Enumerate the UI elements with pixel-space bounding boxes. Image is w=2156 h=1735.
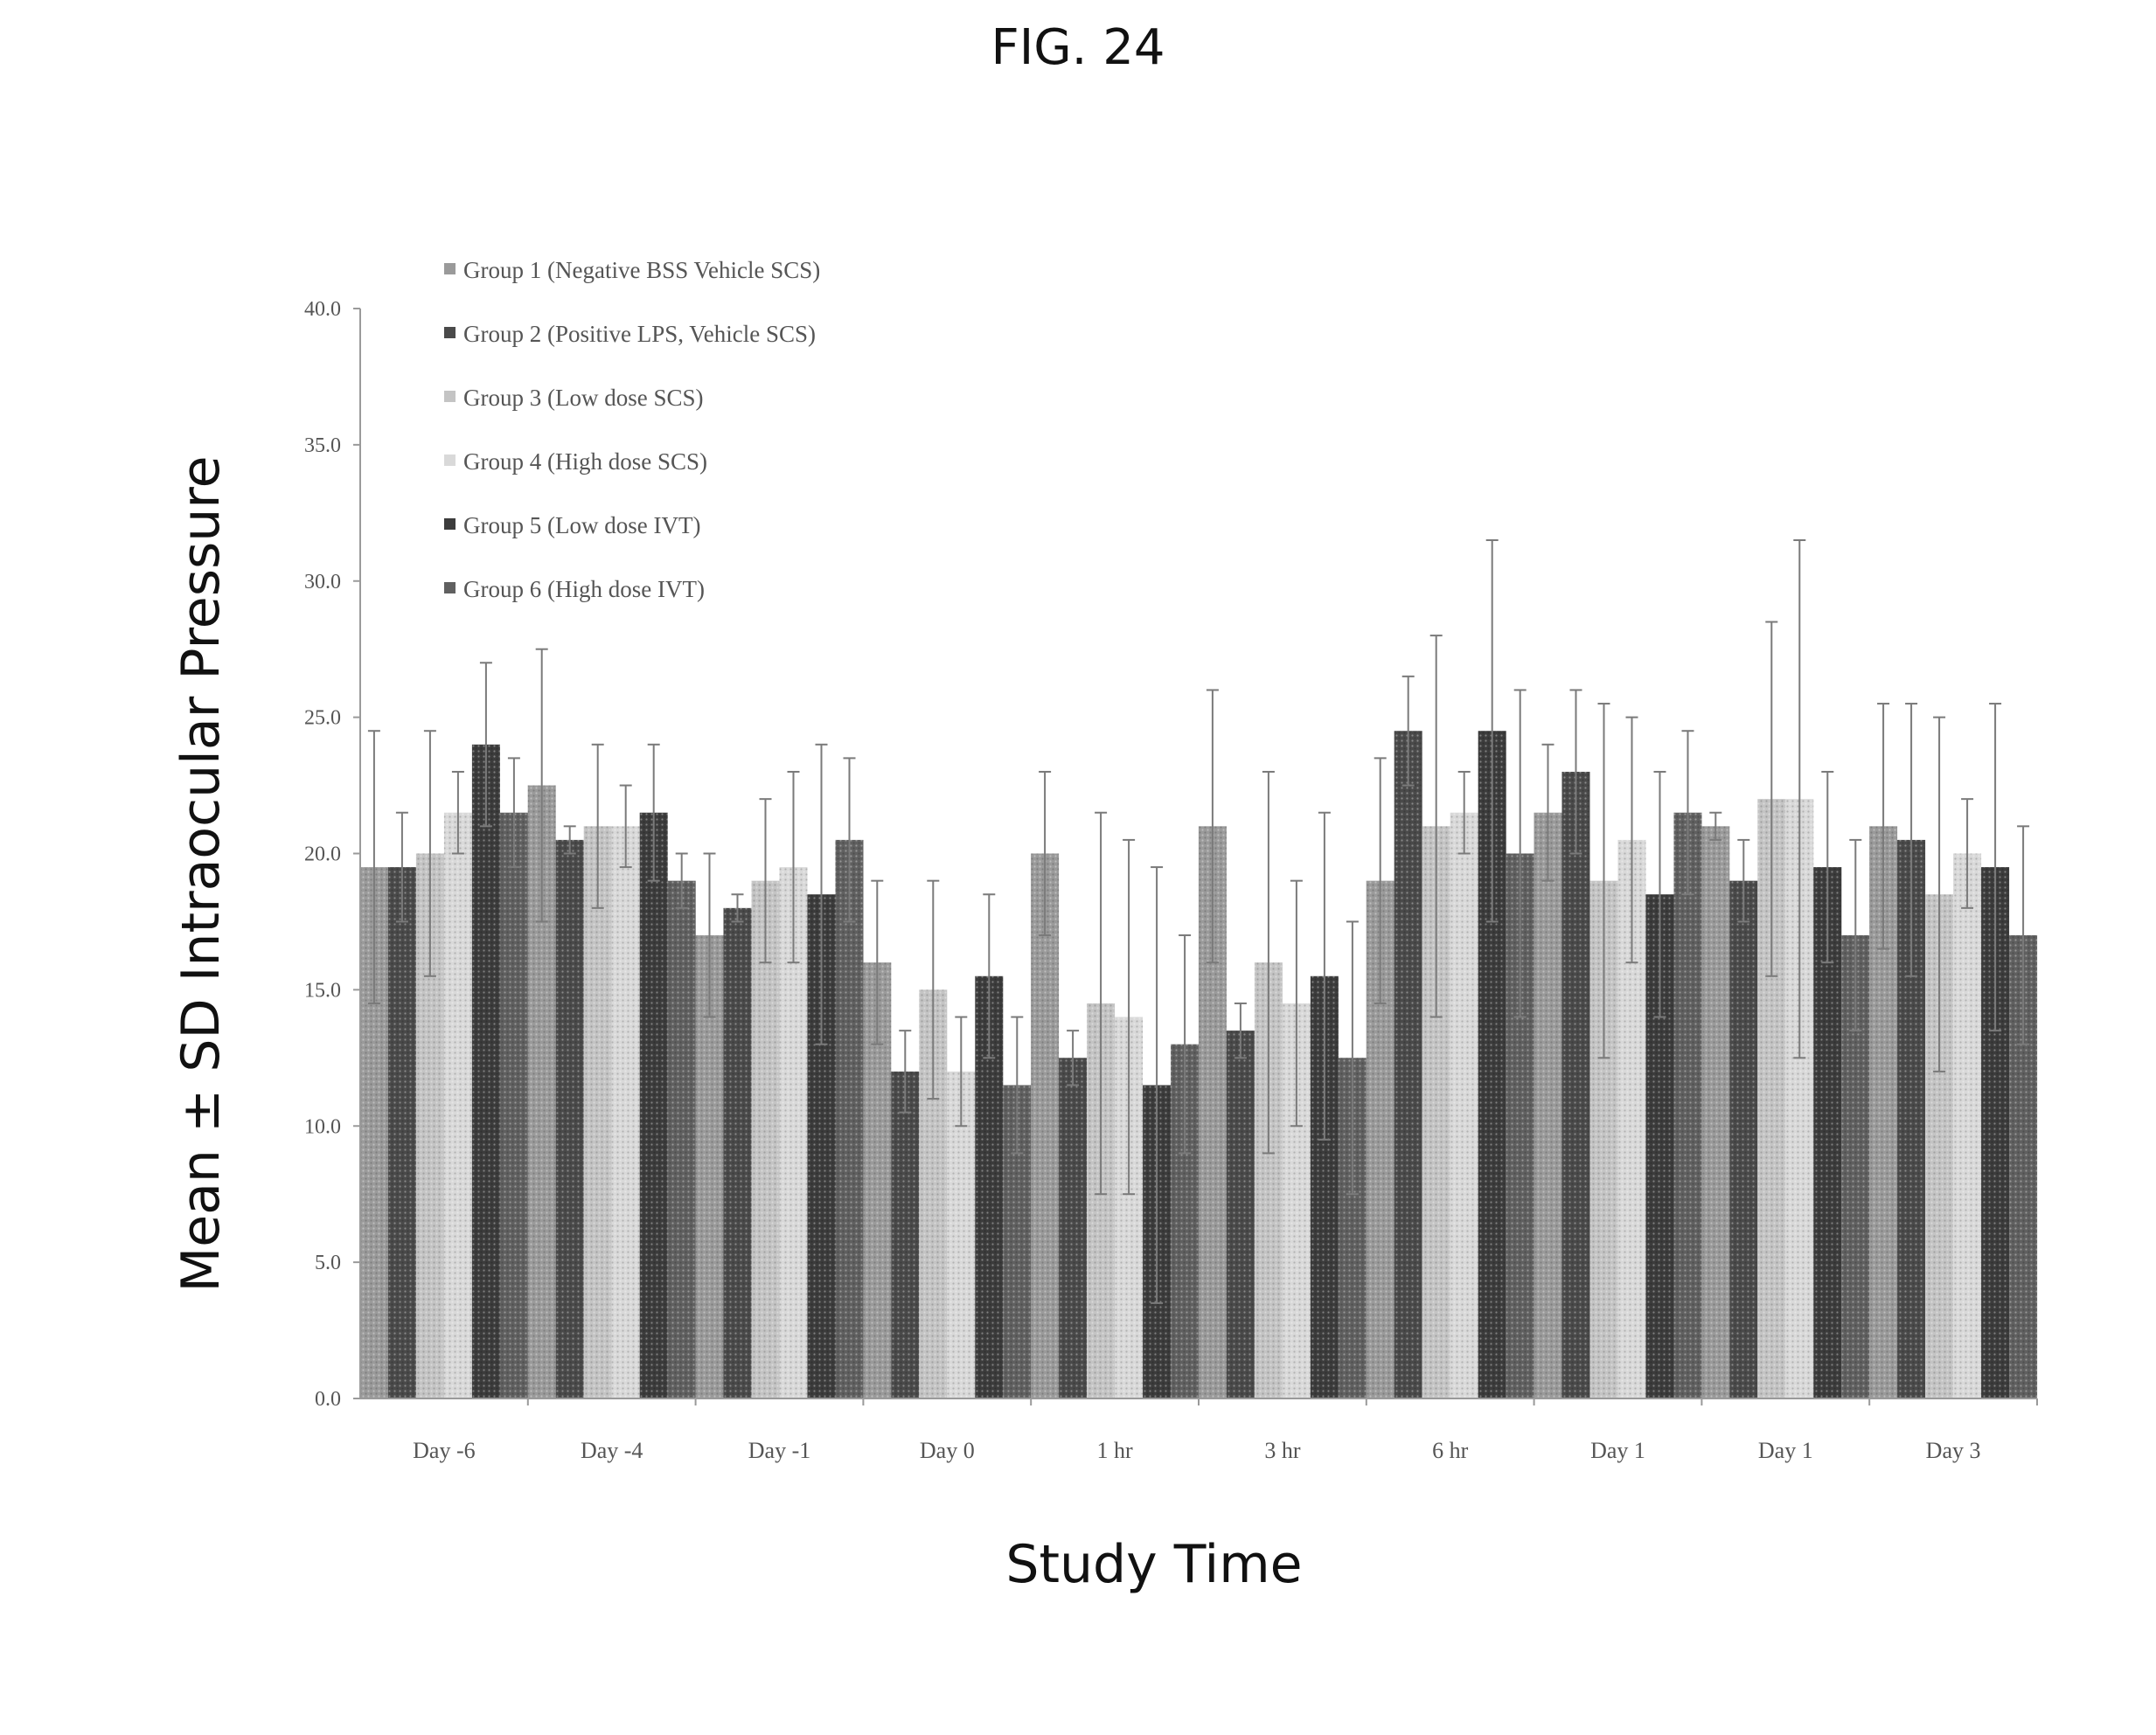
legend-swatch xyxy=(444,391,456,402)
legend-label: Group 4 (High dose SCS) xyxy=(463,448,707,475)
bar-texture xyxy=(583,826,612,1398)
x-tick-label: 3 hr xyxy=(1264,1438,1301,1463)
x-tick-label: Day 3 xyxy=(1926,1438,1981,1463)
legend-label: Group 3 (Low dose SCS) xyxy=(463,385,704,411)
bar-texture xyxy=(1729,880,1758,1398)
bar-texture xyxy=(1394,731,1422,1398)
bar-texture xyxy=(1031,853,1060,1398)
error-bars-layer xyxy=(367,538,2030,1304)
y-axis-title: Mean ± SD Intraocular Pressure xyxy=(170,455,232,1292)
x-ticks: Day -6 Day -4 Day -1 Day 0 1 hr 3 hr 6 hr Day 1… xyxy=(413,1398,2038,1463)
legend-swatch xyxy=(444,518,456,530)
y-tick-label: 35.0 xyxy=(304,434,341,457)
bar-texture xyxy=(891,1071,920,1398)
figure-label: FIG. 24 xyxy=(991,19,1165,76)
x-axis-title: Study Time xyxy=(1005,1534,1302,1595)
y-tick-label: 15.0 xyxy=(304,979,341,1002)
bar-texture xyxy=(1953,853,1982,1398)
bar-texture xyxy=(1561,771,1590,1398)
bar-texture xyxy=(499,812,528,1398)
bar-texture xyxy=(639,812,668,1398)
legend-swatch xyxy=(444,582,456,593)
bar-texture xyxy=(443,812,472,1398)
bar-texture xyxy=(1673,812,1702,1398)
x-tick-label: 6 hr xyxy=(1432,1438,1469,1463)
legend: Group 1 (Negative BSS Vehicle SCS) Group … xyxy=(444,257,820,602)
x-tick-label: Day 1 xyxy=(1758,1438,1813,1463)
bar-texture xyxy=(611,826,640,1398)
x-tick-label: Day 0 xyxy=(920,1438,975,1463)
bar-texture xyxy=(1226,1031,1255,1398)
legend-swatch xyxy=(444,327,456,338)
bar-texture xyxy=(1059,1058,1088,1398)
bar-texture xyxy=(835,839,864,1398)
bar-texture xyxy=(1701,826,1730,1398)
legend-label: Group 2 (Positive LPS, Vehicle SCS) xyxy=(463,321,816,347)
bar-texture xyxy=(387,867,416,1398)
bar-texture xyxy=(667,880,696,1398)
y-tick-label: 20.0 xyxy=(304,843,341,866)
bars-layer xyxy=(359,731,2038,1398)
y-ticks: 0.0 5.0 10.0 15.0 20.0 25.0 30.0 35.0 40.0 xyxy=(304,298,360,1411)
bar-texture xyxy=(751,880,780,1398)
legend-swatch xyxy=(444,263,456,274)
x-tick-label: Day -1 xyxy=(748,1438,810,1463)
x-tick-label: Day 1 xyxy=(1590,1438,1645,1463)
y-tick-label: 5.0 xyxy=(315,1252,341,1274)
bar-texture xyxy=(1450,812,1478,1398)
y-tick-label: 0.0 xyxy=(315,1388,341,1411)
y-tick-label: 30.0 xyxy=(304,571,341,593)
y-tick-label: 10.0 xyxy=(304,1115,341,1138)
legend-label: Group 1 (Negative BSS Vehicle SCS) xyxy=(463,257,820,283)
bar-texture xyxy=(723,907,752,1398)
x-tick-label: 1 hr xyxy=(1097,1438,1134,1463)
x-tick-label: Day -4 xyxy=(581,1438,643,1463)
bar-texture xyxy=(471,744,500,1398)
y-tick-label: 40.0 xyxy=(304,298,341,321)
legend-label: Group 5 (Low dose IVT) xyxy=(463,512,700,538)
bar-texture xyxy=(1534,812,1562,1398)
y-tick-label: 25.0 xyxy=(304,707,341,730)
legend-swatch xyxy=(444,455,456,466)
legend-label: Group 6 (High dose IVT) xyxy=(463,576,705,602)
bar-texture xyxy=(555,839,584,1398)
x-tick-label: Day -6 xyxy=(413,1438,475,1463)
